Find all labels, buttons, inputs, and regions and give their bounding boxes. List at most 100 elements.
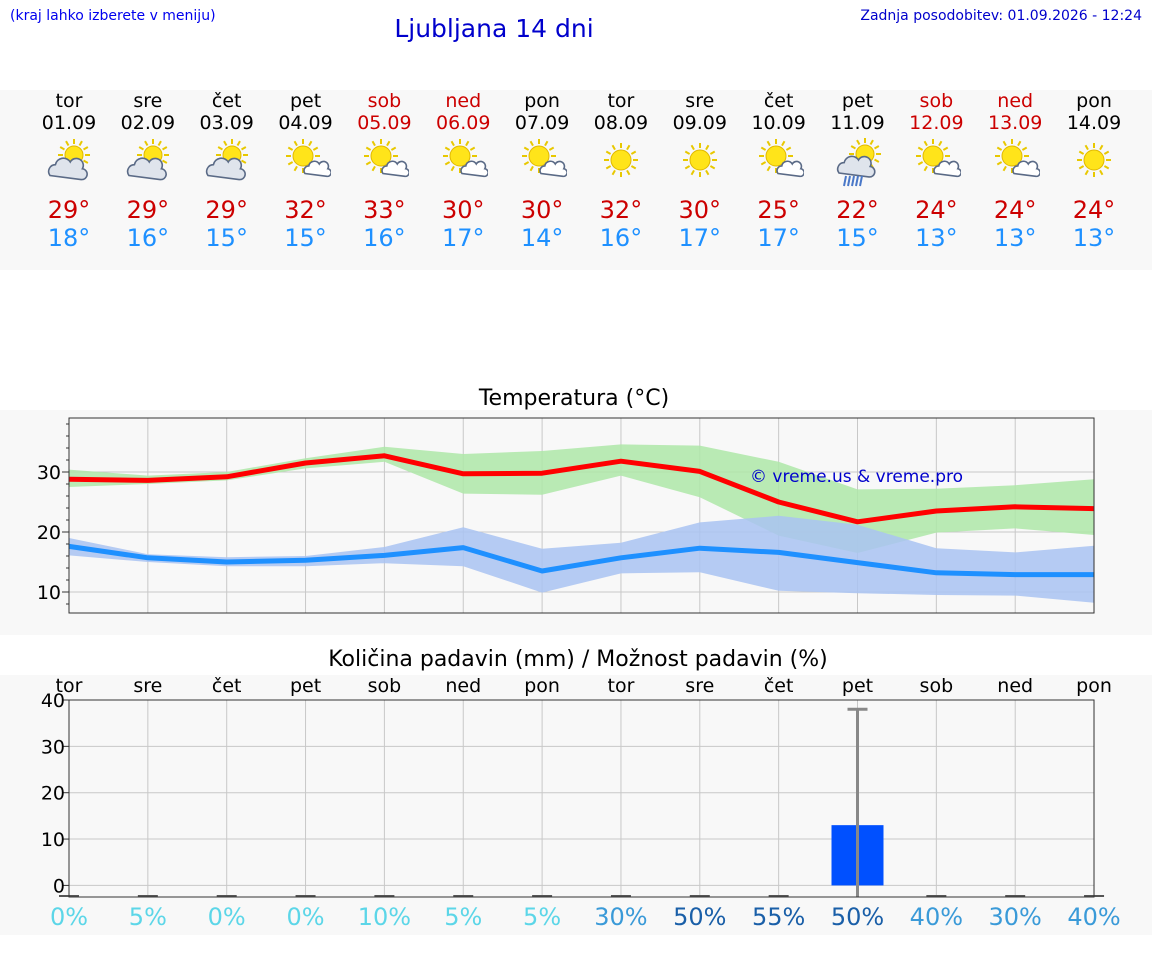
max-temperature: 30°: [678, 196, 722, 224]
day-date: 11.09: [830, 112, 885, 134]
max-temperature-line: [68, 453, 1095, 525]
min-temperature-range-band: [69, 515, 1095, 603]
min-temperature-line: [68, 543, 1095, 578]
y-tick-label: 10: [41, 829, 65, 851]
max-temperature: 24°: [915, 196, 958, 224]
forecast-panel: [0, 90, 1152, 270]
x-category-label: pon: [1076, 675, 1112, 697]
day-name: sob: [367, 90, 402, 112]
x-category-label: pet: [842, 675, 873, 697]
day-column: pet 04.09 32° 15°: [267, 90, 345, 252]
precipitation-probability: 5%: [444, 903, 483, 931]
mostly-sunny-icon: [522, 139, 568, 178]
day-date: 14.09: [1066, 112, 1122, 134]
rain-showers-icon: [836, 138, 881, 187]
precipitation-probability: 50%: [673, 903, 727, 931]
day-column: pon 07.09 30° 14°: [503, 90, 581, 252]
day-date: 10.09: [751, 112, 806, 134]
precipitation-probability: 5%: [128, 903, 167, 931]
partly-cloudy-icon: [126, 139, 169, 181]
x-category-label: ned: [997, 675, 1033, 697]
day-column: ned 13.09 24° 13°: [976, 90, 1054, 252]
partly-cloudy-icon: [205, 139, 248, 181]
min-temperature: 13°: [993, 224, 1037, 252]
max-temperature: 30°: [441, 196, 485, 224]
sunny-icon: [682, 143, 717, 177]
day-name: ned: [445, 90, 482, 112]
day-date: 06.09: [436, 112, 491, 134]
mostly-sunny-icon: [995, 139, 1041, 178]
x-category-label: sre: [685, 675, 714, 697]
mostly-sunny-icon: [916, 139, 962, 178]
x-category-label: čet: [212, 675, 242, 697]
min-temperature: 15°: [205, 224, 248, 252]
mostly-sunny-icon: [285, 139, 331, 178]
day-date: 05.09: [357, 112, 412, 134]
min-temperature: 17°: [678, 224, 722, 252]
mostly-sunny-icon: [758, 139, 804, 178]
page-title: Ljubljana 14 dni: [394, 14, 594, 43]
last-update: Zadnja posodobitev: 01.09.2026 - 12:24: [860, 8, 1142, 24]
sunny-icon: [603, 143, 638, 177]
day-column: pet 11.09 22° 15°: [819, 90, 897, 252]
day-column: sre 09.09 30° 17°: [661, 90, 739, 252]
min-temperature: 15°: [836, 224, 879, 252]
y-tick-label: 30: [41, 736, 65, 758]
x-category-label: tor: [608, 675, 635, 697]
precipitation-probability: 0%: [49, 903, 89, 931]
max-temperature: 32°: [284, 196, 327, 224]
day-column: ned 06.09 30° 17°: [424, 90, 502, 252]
precipitation-probability: 10%: [357, 903, 412, 931]
x-category-label: čet: [764, 675, 794, 697]
day-column: tor 01.09 29° 18°: [30, 90, 108, 252]
day-name: pet: [289, 90, 322, 112]
x-category-label: sre: [133, 675, 162, 697]
day-name: sre: [133, 90, 163, 112]
max-temperature: 30°: [520, 196, 564, 224]
day-column: čet 03.09 29° 15°: [188, 90, 266, 252]
day-date: 08.09: [593, 112, 649, 134]
temperature-chart: 10 20 30: [37, 417, 1095, 614]
day-date: 01.09: [41, 112, 97, 134]
max-temperature: 29°: [205, 196, 248, 224]
precipitation-chart: tor sre čet pet sob ned pon tor sre čet pet sob ned p…: [41, 675, 1112, 898]
min-temperature: 13°: [1072, 224, 1116, 252]
temperature-chart-title: Temperatura (°C): [478, 386, 670, 411]
day-column: sre 02.09 29° 16°: [109, 90, 187, 252]
y-tick-label: 20: [41, 783, 65, 805]
y-tick-label: 10: [37, 582, 61, 604]
min-temperature: 16°: [126, 224, 170, 252]
day-name: čet: [763, 90, 794, 112]
max-temperature: 24°: [993, 196, 1037, 224]
x-category-label: pet: [290, 675, 321, 697]
plot-frame: [68, 417, 1095, 614]
y-tick-label: 20: [37, 522, 61, 544]
precipitation-probability: 0%: [286, 903, 325, 931]
sunny-icon: [1077, 143, 1112, 177]
precipitation-probability: 30%: [594, 903, 648, 931]
precipitation-probability: 55%: [751, 903, 806, 931]
day-name: čet: [211, 90, 242, 112]
min-temperature: 17°: [441, 224, 485, 252]
min-temperature: 17°: [757, 224, 800, 252]
partly-cloudy-icon: [47, 139, 90, 181]
day-column: čet 10.09 25° 17°: [740, 90, 818, 252]
day-column: sob 05.09 33° 16°: [345, 90, 423, 252]
min-temperature: 16°: [363, 224, 406, 252]
max-temperature: 25°: [757, 196, 800, 224]
day-date: 04.09: [278, 112, 333, 134]
plot-area: [69, 700, 1094, 897]
day-name: tor: [607, 90, 635, 112]
precipitation-probability: 0%: [207, 903, 246, 931]
min-temperature: 14°: [520, 224, 564, 252]
x-category-label: tor: [56, 675, 83, 697]
max-temperature: 32°: [599, 196, 643, 224]
precipitation-probability: 40%: [909, 903, 964, 931]
min-temperature: 16°: [599, 224, 643, 252]
max-temperature: 29°: [126, 196, 170, 224]
precipitation-chart-title: Količina padavin (mm) / Možnost padavin …: [328, 647, 828, 672]
precipitation-probability: 30%: [988, 903, 1042, 931]
day-column: pon 14.09 24° 13°: [1055, 90, 1133, 252]
day-date: 03.09: [199, 112, 254, 134]
max-temperature: 29°: [47, 196, 91, 224]
